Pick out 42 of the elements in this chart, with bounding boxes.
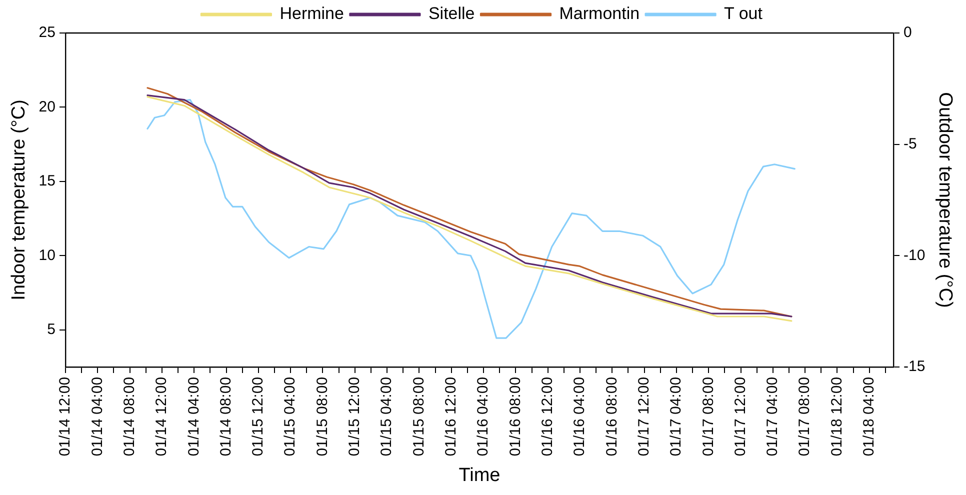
y-tick-label: 5 (47, 320, 56, 338)
x-tick-label: 01/18 12:00 (828, 376, 846, 456)
x-tick-label: 01/17 08:00 (700, 376, 717, 456)
legend-label: T out (724, 4, 763, 24)
y-axis-title: Indoor temperature (°C) (8, 100, 30, 300)
x-tick-label: 01/14 08:00 (120, 376, 138, 456)
x-tick-label: 01/15 12:00 (250, 376, 267, 456)
y-tick-label: 15 (38, 172, 56, 190)
x-tick-label: 01/16 04:00 (474, 376, 492, 456)
x-tick-label: 01/15 08:00 (314, 376, 331, 456)
x-tick-label: 01/15 08:00 (410, 376, 428, 456)
x-tick-label: 01/17 04:00 (764, 376, 782, 456)
y2-tick-label: -15 (904, 358, 926, 376)
y-tick-label: 20 (38, 98, 56, 116)
x-tick-label: 01/17 08:00 (796, 376, 814, 456)
y2-axis-title: Outdoor temperature (°C) (934, 92, 956, 308)
y-tick-label: 25 (38, 24, 56, 42)
x-tick-label: 01/14 12:00 (153, 376, 170, 456)
x-tick-label: 01/14 12:00 (56, 376, 74, 456)
x-tick-label: 01/17 12:00 (732, 376, 749, 456)
x-tick-label: 01/16 04:00 (571, 376, 588, 456)
y2-tick-label: 0 (904, 24, 912, 42)
x-tick-label: 01/15 04:00 (282, 376, 299, 456)
x-tick-label: 01/17 04:00 (668, 376, 685, 456)
legend-label: Hermine (280, 4, 344, 24)
x-tick-label: 01/16 12:00 (538, 376, 556, 456)
x-axis-title: Time (458, 464, 500, 486)
y2-tick-label: -5 (904, 135, 917, 152)
x-tick-label: 01/16 12:00 (442, 376, 460, 456)
x-tick-label: 01/15 12:00 (346, 376, 364, 456)
x-tick-label: 01/14 08:00 (217, 376, 234, 456)
x-tick-label: 01/16 08:00 (506, 376, 524, 456)
x-tick-label: 01/16 08:00 (603, 376, 620, 456)
x-tick-label: 01/14 04:00 (88, 376, 106, 456)
x-tick-label: 01/14 04:00 (185, 376, 202, 456)
legend-label: Marmontin (559, 4, 640, 24)
y-tick-label: 10 (38, 246, 56, 264)
x-tick-label: 01/17 12:00 (635, 376, 652, 456)
x-tick-label: 01/15 04:00 (378, 376, 396, 456)
x-tick-label: 01/18 04:00 (860, 376, 878, 456)
y2-tick-label: -10 (904, 246, 926, 264)
legend-label: Sitelle (428, 4, 475, 24)
